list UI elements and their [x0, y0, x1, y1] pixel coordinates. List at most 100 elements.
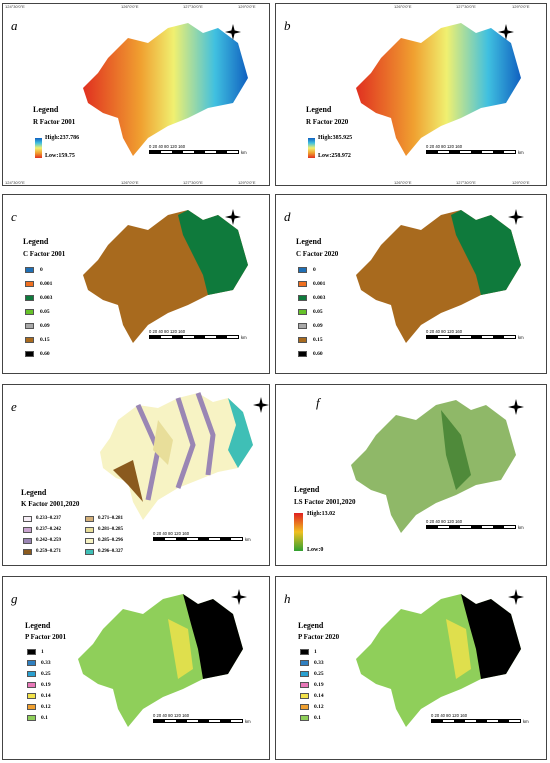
- scale-numbers: 0 20 40 80 120 160: [426, 329, 463, 334]
- class-label: 0.1: [41, 715, 48, 721]
- panel-letter: e: [11, 399, 17, 414]
- swatch-d-4: [298, 323, 307, 329]
- panel-letter: g: [11, 591, 18, 606]
- class-label: 0.12: [314, 704, 324, 710]
- legend-high: High:385.925: [318, 135, 353, 141]
- swatch-c-4: [25, 323, 34, 329]
- r-factor-2001-map: [83, 23, 248, 156]
- ls-factor-map: [351, 400, 516, 533]
- legend-factor: P Factor 2001: [25, 633, 67, 641]
- class-label: 0.33: [41, 660, 51, 666]
- north-arrow-icon: [231, 589, 247, 605]
- swatch-p-4: [27, 693, 36, 699]
- class-label: 0.09: [40, 323, 50, 329]
- class-label: 0.1: [314, 715, 321, 721]
- scale-numbers: 0 20 40 80 120 160: [426, 519, 463, 524]
- panel-f: f Legend LS Factor 2001,2020 High:13.02 …: [275, 384, 547, 566]
- swatch-c-5: [25, 337, 34, 343]
- swatch-k-4: [85, 516, 94, 522]
- panel-letter: f: [316, 395, 320, 410]
- class-label: 0.15: [40, 337, 50, 343]
- north-arrow-icon: [225, 24, 241, 40]
- tick-bottom-2: 126°0'0"E: [121, 180, 139, 185]
- swatch-p-2: [27, 671, 36, 677]
- class-label: 0.003: [40, 295, 53, 301]
- scale-unit: km: [245, 537, 251, 542]
- swatch-c-0: [25, 267, 34, 273]
- swatch-p-3: [27, 682, 36, 688]
- class-label: 0.05: [40, 309, 50, 315]
- swatch-d-3: [298, 309, 307, 315]
- class-label: 0.285–0.296: [98, 538, 123, 543]
- legend-title: Legend: [33, 105, 59, 114]
- scale-unit: km: [518, 525, 524, 530]
- north-arrow-icon: [508, 589, 524, 605]
- scale-unit: km: [241, 150, 247, 155]
- class-label: 1: [314, 649, 317, 655]
- tick-bottom-3: 127°30'0"E: [183, 180, 203, 185]
- swatch-p-6: [27, 715, 36, 721]
- class-label: 0.19: [41, 682, 51, 688]
- class-label: 1: [41, 649, 44, 655]
- class-label: 0.14: [314, 693, 324, 699]
- legend-title: Legend: [306, 105, 332, 114]
- swatch-p-1: [27, 660, 36, 666]
- class-label: 0.25: [41, 671, 51, 677]
- legend-low: Low:258.972: [318, 153, 351, 159]
- panel-letter: h: [284, 591, 291, 606]
- north-arrow-icon: [253, 397, 269, 413]
- legend-high: High:237.786: [45, 135, 80, 141]
- tick-top-3: 127°30'0"E: [183, 4, 203, 9]
- swatch-p-5: [300, 704, 309, 710]
- swatch-p-6: [300, 715, 309, 721]
- panel-e: e Legend K Factor 2001,2020 0.233–0.237 …: [2, 384, 270, 566]
- tick-bottom-2: 126°0'0"E: [394, 180, 412, 185]
- swatch-d-1: [298, 281, 307, 287]
- scale-bar: [149, 335, 239, 339]
- class-label: 0.14: [41, 693, 51, 699]
- tick-bottom-4: 129°0'0"E: [512, 180, 530, 185]
- legend-high: High:13.02: [307, 511, 336, 517]
- class-label: 0.259–0.271: [36, 549, 61, 554]
- class-label: 0.12: [41, 704, 51, 710]
- k-factor-map: [100, 392, 253, 520]
- legend-factor: R Factor 2001: [33, 118, 76, 126]
- legend-title: Legend: [296, 237, 322, 246]
- class-label: 0.33: [314, 660, 324, 666]
- scale-bar: [426, 150, 516, 154]
- swatch-d-2: [298, 295, 307, 301]
- tick-top-3: 127°30'0"E: [456, 4, 476, 9]
- tick-bottom-3: 127°30'0"E: [456, 180, 476, 185]
- tick-top-2: 126°0'0"E: [121, 4, 139, 9]
- swatch-k-6: [85, 538, 94, 544]
- scale-numbers: 0 20 40 80 120 160: [153, 713, 190, 718]
- swatch-c-6: [25, 351, 34, 357]
- scale-bar: [153, 719, 243, 723]
- scale-unit: km: [518, 150, 524, 155]
- panel-h: h Legend P Factor 2020 1 0.33 0.25 0.19 …: [275, 576, 547, 760]
- swatch-p-2: [300, 671, 309, 677]
- swatch-c-1: [25, 281, 34, 287]
- tick-top-1: 124°30'0"E: [5, 4, 25, 9]
- panel-b: 126°0'0"E 127°30'0"E 129°0'0"E b Legend …: [275, 3, 547, 186]
- r-gradient-swatch: [308, 138, 315, 158]
- legend-title: Legend: [294, 485, 320, 494]
- class-label: 0: [313, 267, 316, 273]
- class-label: 0.271–0.281: [98, 516, 123, 521]
- class-label: 0.281–0.285: [98, 527, 123, 532]
- panel-letter: d: [284, 209, 291, 224]
- panel-letter: b: [284, 18, 291, 33]
- legend-title: Legend: [298, 621, 324, 630]
- swatch-k-1: [23, 527, 32, 533]
- legend-factor: R Factor 2020: [306, 118, 349, 126]
- class-label: 0.001: [313, 281, 326, 287]
- scale-numbers: 0 20 40 80 120 160: [149, 329, 186, 334]
- class-label: 0.242–0.259: [36, 538, 61, 543]
- class-label: 0.05: [313, 309, 323, 315]
- scale-unit: km: [523, 719, 529, 724]
- class-label: 0.15: [313, 337, 323, 343]
- scale-bar: [426, 525, 516, 529]
- panel-d: d Legend C Factor 2020 0 0.001 0.003 0.0…: [275, 194, 547, 374]
- legend-title: Legend: [21, 488, 47, 497]
- ls-gradient-swatch: [294, 513, 303, 551]
